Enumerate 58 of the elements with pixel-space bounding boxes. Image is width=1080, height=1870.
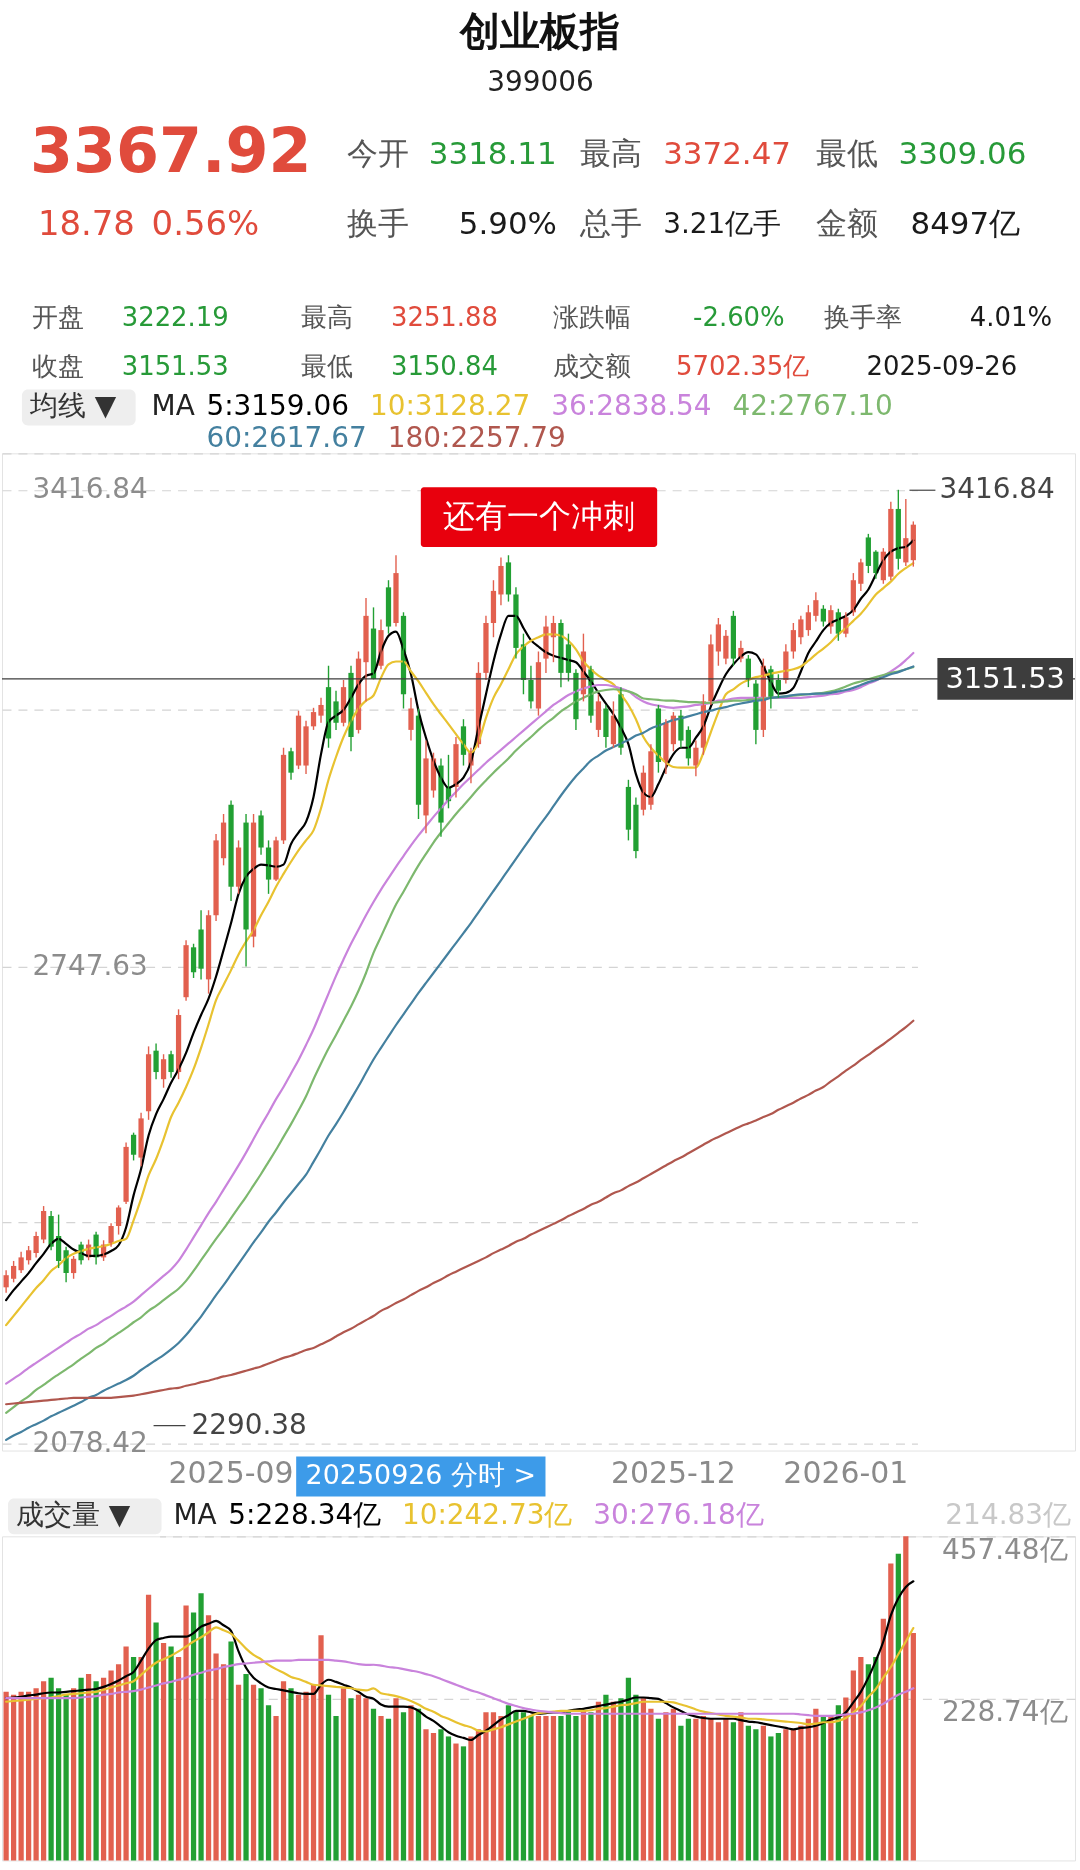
text: 30:276.18亿 <box>593 1498 764 1532</box>
y-tick-label: 2747.63 <box>32 949 148 983</box>
text: 涨跌幅 <box>553 301 632 332</box>
text: 最低 <box>301 350 354 381</box>
text: 创业板指 <box>459 8 621 55</box>
text: 60:2617.67 <box>206 421 367 455</box>
text: 今开 <box>347 135 410 172</box>
text: 8497亿 <box>910 204 1021 241</box>
text: 10:3128.27 <box>369 389 531 423</box>
text: 3309.06 <box>898 135 1027 172</box>
text: -2.60% <box>693 301 785 332</box>
text: 10:242.73亿 <box>401 1498 573 1532</box>
text: 3150.84 <box>390 350 499 381</box>
text: 最低 <box>815 135 878 172</box>
text: 36:2838.54 <box>551 389 712 423</box>
text: 3367.92 <box>29 115 312 188</box>
text: 5702.35亿 <box>676 350 810 381</box>
legend-title: MA <box>151 389 195 423</box>
text: 5.90% <box>458 204 557 241</box>
text: 180:2257.79 <box>387 421 566 455</box>
text: 5:228.34亿 <box>228 1498 382 1532</box>
text: 2025-09-26 <box>866 350 1018 381</box>
text: 开盘 <box>31 301 84 332</box>
text: 3151.53 <box>121 350 229 381</box>
y-tick-label: 3416.84 <box>32 472 148 506</box>
text: 最高 <box>301 301 354 332</box>
ref-line-label: 3151.53 <box>945 660 1065 695</box>
text: 总手 <box>579 204 643 241</box>
text: 0.56% <box>151 203 260 243</box>
text: 成交额 <box>553 350 632 381</box>
text: 最高 <box>580 135 643 172</box>
x-tick-label: 2025-09 <box>168 1454 294 1490</box>
text: 5:3159.06 <box>206 389 349 423</box>
text: 3372.47 <box>663 135 791 172</box>
text: 18.78 <box>37 203 135 243</box>
text: 换手 <box>347 204 410 241</box>
text: 收盘 <box>31 350 84 381</box>
text: 4.01% <box>969 301 1053 332</box>
y-tick-label: 228.74亿 <box>941 1694 1068 1728</box>
text: 3222.19 <box>121 301 229 332</box>
annotation: 2290.38 <box>191 1407 307 1441</box>
text: 成交量 ▼ <box>15 1498 131 1532</box>
text: 399006 <box>487 65 594 99</box>
text: 3.21亿手 <box>663 206 782 240</box>
y-tick-label: 457.48亿 <box>941 1532 1068 1566</box>
line-series <box>5 1019 915 1406</box>
text: 换手率 <box>823 301 902 332</box>
x-tick-label: 2025-12 <box>610 1454 736 1490</box>
y-tick-label: 2078.42 <box>32 1426 148 1460</box>
text: 42:2767.10 <box>732 389 893 423</box>
text: 金额 <box>815 204 878 241</box>
text: 3251.88 <box>390 301 499 332</box>
legend-title: MA <box>173 1498 217 1532</box>
text: 均线 ▼ <box>28 389 117 423</box>
x-tick-label: 2026-01 <box>783 1454 909 1490</box>
annotation: 还有一个冲刺 <box>443 497 635 536</box>
text: 20250926 分时 > <box>305 1459 537 1491</box>
text: 3318.11 <box>428 135 557 172</box>
